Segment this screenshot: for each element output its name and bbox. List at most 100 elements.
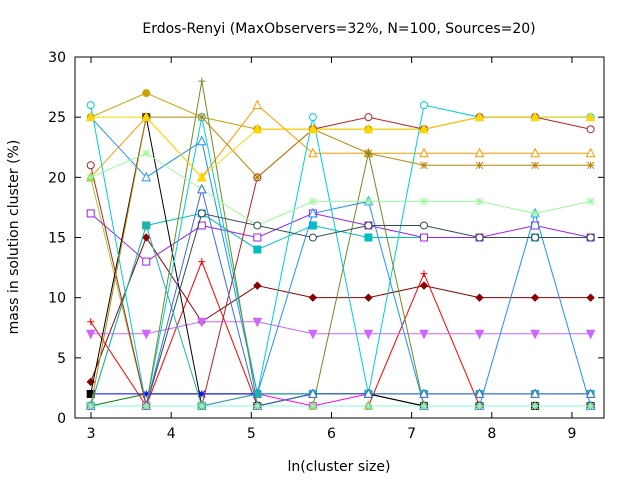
data-point [531, 233, 540, 242]
data-point [419, 147, 429, 158]
y-tick-label: 30 [48, 50, 66, 66]
data-point [142, 149, 151, 158]
x-tick-label: 8 [487, 426, 496, 442]
data-point [253, 245, 262, 254]
data-point [308, 388, 318, 398]
data-point [85, 329, 96, 340]
data-point [475, 402, 484, 410]
data-point [87, 318, 95, 326]
data-point [252, 99, 263, 110]
data-point [86, 209, 95, 218]
data-point [198, 77, 206, 85]
data-point [475, 197, 484, 206]
data-point [364, 221, 373, 230]
x-tick-label: 7 [407, 426, 416, 442]
data-point [530, 111, 540, 122]
x-tick-label: 3 [87, 426, 96, 442]
data-point [86, 101, 95, 110]
series-line [90, 321, 591, 335]
data-point [86, 173, 95, 182]
data-point [531, 402, 539, 410]
y-tick-label: 15 [48, 231, 66, 247]
x-tick-label: 6 [327, 426, 336, 442]
data-point [142, 233, 151, 242]
data-point [363, 123, 374, 134]
data-point [364, 113, 373, 122]
data-point [419, 221, 428, 230]
data-point [474, 147, 485, 158]
data-point [308, 293, 318, 302]
x-tick-label: 5 [247, 426, 256, 442]
series-line [90, 117, 591, 407]
x-tick-label: 9 [567, 426, 576, 442]
data-point [364, 197, 373, 206]
data-point [309, 402, 317, 410]
data-point [196, 183, 207, 194]
series-line [90, 116, 591, 407]
data-point [585, 329, 596, 340]
series-line [90, 92, 591, 130]
data-point [142, 257, 151, 266]
data-point [420, 197, 428, 206]
data-point [586, 197, 595, 206]
data-point [86, 402, 95, 410]
data-point [530, 293, 540, 302]
data-point [252, 123, 263, 134]
y-tick-label: 10 [48, 291, 66, 307]
data-point [586, 233, 595, 242]
data-point [364, 149, 372, 157]
series-line [90, 212, 591, 407]
data-point [142, 402, 151, 410]
series-line [90, 223, 591, 407]
data-point [141, 329, 152, 340]
chart-title: Erdos-Renyi (MaxObservers=32%, N=100, So… [142, 21, 535, 37]
data-point [197, 390, 206, 398]
series-line [90, 116, 591, 179]
data-point [531, 161, 539, 170]
data-point [420, 402, 428, 410]
data-point [363, 388, 374, 398]
data-point [474, 111, 485, 122]
data-point [475, 233, 484, 242]
plot-area: 3 4 5 6 7 8 9 0 5 10 15 20 25 30 [48, 50, 605, 442]
data-point [419, 123, 429, 134]
data-point [253, 402, 262, 410]
series-line [90, 212, 591, 407]
data-point [586, 125, 595, 134]
data-point [530, 147, 540, 158]
data-point [585, 111, 596, 122]
data-point [85, 111, 96, 122]
data-point [363, 329, 374, 340]
data-point [142, 221, 151, 230]
data-point [474, 329, 485, 340]
data-point [586, 402, 595, 410]
data-point [196, 135, 207, 146]
data-point [197, 402, 206, 410]
data-point [308, 329, 318, 340]
data-point [419, 281, 429, 290]
data-point [474, 388, 485, 398]
data-point [308, 113, 317, 122]
data-point [196, 171, 207, 182]
data-point [308, 233, 317, 242]
series-line [90, 152, 591, 227]
data-point [419, 329, 429, 340]
data-point [420, 161, 428, 170]
y-tick-label: 20 [48, 170, 66, 186]
series-line [90, 393, 591, 407]
data-point [586, 161, 595, 170]
data-point [475, 161, 484, 170]
data-point [585, 147, 596, 158]
data-point [141, 171, 152, 182]
data-point [364, 233, 373, 242]
data-point [530, 388, 540, 398]
data-point [530, 329, 540, 340]
data-point [308, 123, 318, 134]
data-point [196, 317, 207, 328]
y-tick-label: 5 [57, 351, 66, 367]
data-point [586, 293, 595, 302]
series-line [90, 189, 591, 407]
series-line [90, 104, 591, 407]
data-point [585, 388, 596, 398]
